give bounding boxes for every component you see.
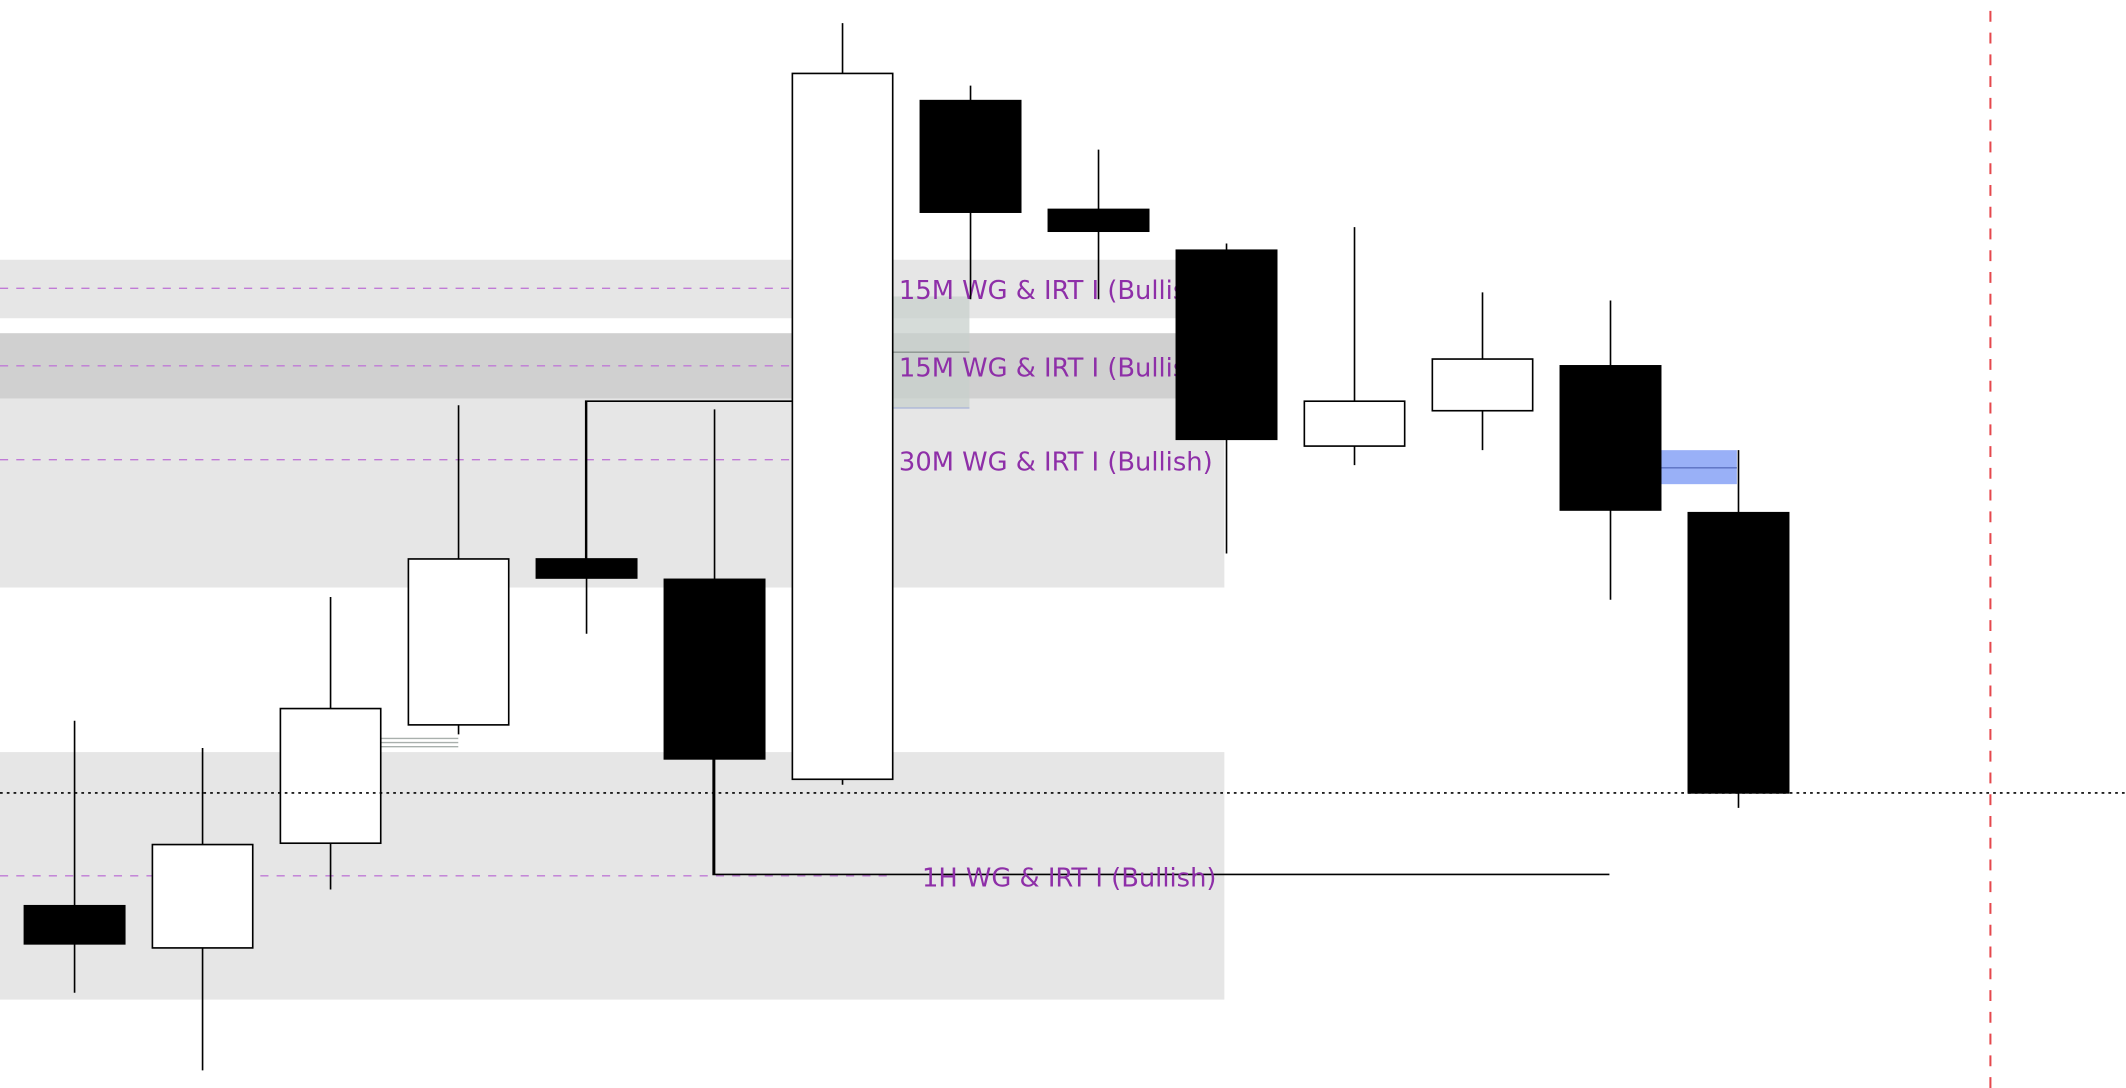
zone-label: 15M WG & IRT I (Bullish) bbox=[899, 354, 1213, 384]
candle-body-bullish bbox=[1303, 400, 1406, 447]
zone-band bbox=[0, 333, 1225, 399]
candle-body-bearish bbox=[1559, 365, 1662, 511]
candle-body-bullish bbox=[1431, 358, 1534, 412]
candle-body-bearish bbox=[535, 558, 638, 579]
candle[interactable] bbox=[279, 597, 382, 890]
candle[interactable] bbox=[1303, 227, 1406, 466]
candle[interactable] bbox=[1175, 243, 1278, 554]
candle[interactable] bbox=[1431, 292, 1534, 451]
candle[interactable] bbox=[23, 720, 126, 993]
candle[interactable] bbox=[1687, 450, 1790, 808]
zone-label: 15M WG & IRT I (Bullish) bbox=[899, 276, 1213, 306]
candle-body-bullish bbox=[151, 843, 254, 949]
zone-band bbox=[0, 398, 1225, 588]
candle-body-bullish bbox=[279, 707, 382, 845]
candle[interactable] bbox=[407, 405, 510, 735]
candle-body-bearish bbox=[1687, 511, 1790, 794]
annotations-layer bbox=[380, 296, 1737, 876]
small-gray-lines bbox=[380, 737, 459, 748]
candle[interactable] bbox=[791, 23, 894, 785]
candle-body-bearish bbox=[1175, 249, 1278, 441]
candle[interactable] bbox=[919, 85, 1022, 300]
candle[interactable] bbox=[535, 401, 638, 634]
candle-body-bullish bbox=[407, 558, 510, 726]
zone-label: 1H WG & IRT I (Bullish) bbox=[922, 864, 1216, 894]
candle-body-bearish bbox=[23, 904, 126, 945]
candle[interactable] bbox=[1559, 300, 1662, 600]
level-line-lower bbox=[712, 758, 1610, 876]
candle[interactable] bbox=[151, 748, 254, 1071]
candle[interactable] bbox=[663, 409, 766, 875]
zone-band bbox=[0, 259, 1225, 319]
candles-layer bbox=[23, 23, 1790, 1071]
candle-body-bullish bbox=[791, 72, 894, 781]
candle-body-bearish bbox=[663, 578, 766, 760]
candle-body-bearish bbox=[1047, 208, 1150, 233]
zone-labels-layer: 15M WG & IRT I (Bullish) 15M WG & IRT I (… bbox=[899, 276, 1217, 894]
candle[interactable] bbox=[1047, 149, 1150, 300]
candle-body-bearish bbox=[919, 99, 1022, 213]
zone-label: 30M WG & IRT I (Bullish) bbox=[899, 448, 1213, 478]
